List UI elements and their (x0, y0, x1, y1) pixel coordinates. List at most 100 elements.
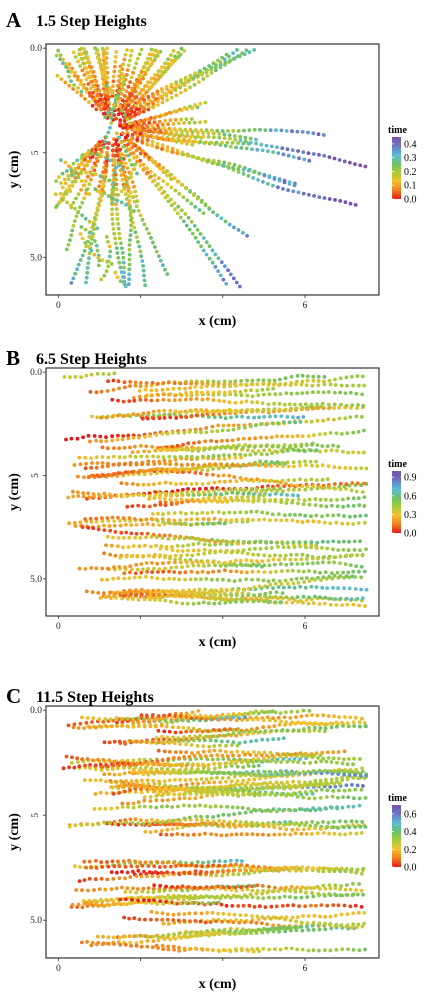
data-point (172, 201, 177, 206)
data-point (153, 81, 157, 85)
data-point (257, 479, 262, 483)
data-point (100, 70, 104, 74)
data-point (217, 409, 222, 414)
y-tick-label: 0.0 (30, 368, 42, 378)
data-point (285, 460, 290, 465)
data-point (149, 76, 154, 81)
data-point (357, 882, 361, 886)
data-point (102, 528, 107, 532)
data-point (267, 381, 272, 385)
data-point (233, 455, 238, 460)
data-point (234, 384, 238, 388)
data-point (126, 97, 131, 101)
data-point (76, 760, 80, 764)
data-point (134, 874, 139, 879)
data-point (323, 497, 328, 502)
data-point (346, 450, 351, 455)
data-point (234, 569, 239, 574)
data-point (180, 601, 185, 606)
data-point (337, 715, 341, 719)
data-point (214, 140, 219, 145)
data-point (197, 80, 201, 84)
data-point (72, 219, 77, 223)
data-point (55, 73, 60, 78)
data-point (78, 520, 83, 525)
data-point (138, 163, 143, 168)
data-point (142, 222, 147, 227)
data-point (322, 601, 327, 606)
data-point (102, 273, 107, 278)
data-point (119, 140, 123, 145)
data-point (245, 499, 250, 503)
data-point (341, 570, 345, 575)
data-point (91, 758, 95, 763)
data-point (188, 557, 193, 562)
data-point (243, 711, 247, 716)
data-point (76, 494, 81, 498)
data-point (94, 465, 99, 470)
data-point (188, 73, 193, 78)
data-point (284, 827, 289, 832)
data-point (218, 415, 223, 419)
data-point (243, 453, 248, 457)
data-point (177, 521, 182, 526)
data-point (198, 538, 203, 542)
data-point (201, 781, 206, 785)
data-point (219, 587, 224, 592)
data-point (73, 206, 77, 211)
data-point (355, 783, 360, 788)
data-point (118, 96, 123, 101)
data-point (177, 577, 182, 582)
data-point (167, 454, 172, 459)
data-point (215, 162, 220, 167)
data-point (126, 413, 130, 417)
data-point (148, 63, 153, 68)
data-point (79, 225, 84, 229)
data-point (157, 409, 161, 413)
data-point (210, 429, 215, 434)
data-point (217, 818, 222, 823)
data-point (175, 544, 180, 548)
data-point (155, 392, 160, 397)
data-point (355, 553, 360, 558)
panel-title: 11.5 Step Heights (36, 689, 154, 706)
data-point (239, 895, 244, 900)
data-point (358, 539, 362, 544)
data-point (237, 284, 242, 289)
data-point (76, 210, 80, 215)
data-point (96, 822, 101, 827)
data-point (267, 895, 271, 900)
data-point (260, 737, 265, 742)
data-point (200, 71, 205, 75)
data-point (131, 435, 136, 440)
data-point (182, 48, 187, 53)
data-point (271, 386, 275, 391)
data-point (222, 379, 227, 384)
data-point (111, 791, 116, 796)
data-point (202, 448, 207, 452)
data-point (302, 157, 307, 162)
data-point (353, 203, 358, 207)
data-point (128, 384, 132, 388)
data-point (211, 569, 216, 574)
data-point (158, 553, 163, 558)
data-point (286, 448, 290, 453)
data-point (317, 195, 322, 200)
data-point (158, 258, 163, 263)
data-point (295, 562, 300, 566)
data-point (124, 89, 129, 94)
data-point (139, 790, 144, 795)
data-point (278, 377, 282, 382)
data-point (184, 223, 189, 228)
data-point (172, 536, 177, 541)
data-point (322, 382, 327, 387)
data-point (347, 575, 352, 580)
data-point (195, 196, 200, 201)
data-point (257, 415, 261, 420)
data-point (213, 597, 218, 602)
data-point (127, 58, 132, 63)
data-point (67, 184, 72, 189)
data-point (199, 716, 204, 721)
data-point (324, 576, 329, 581)
data-point (281, 152, 286, 157)
